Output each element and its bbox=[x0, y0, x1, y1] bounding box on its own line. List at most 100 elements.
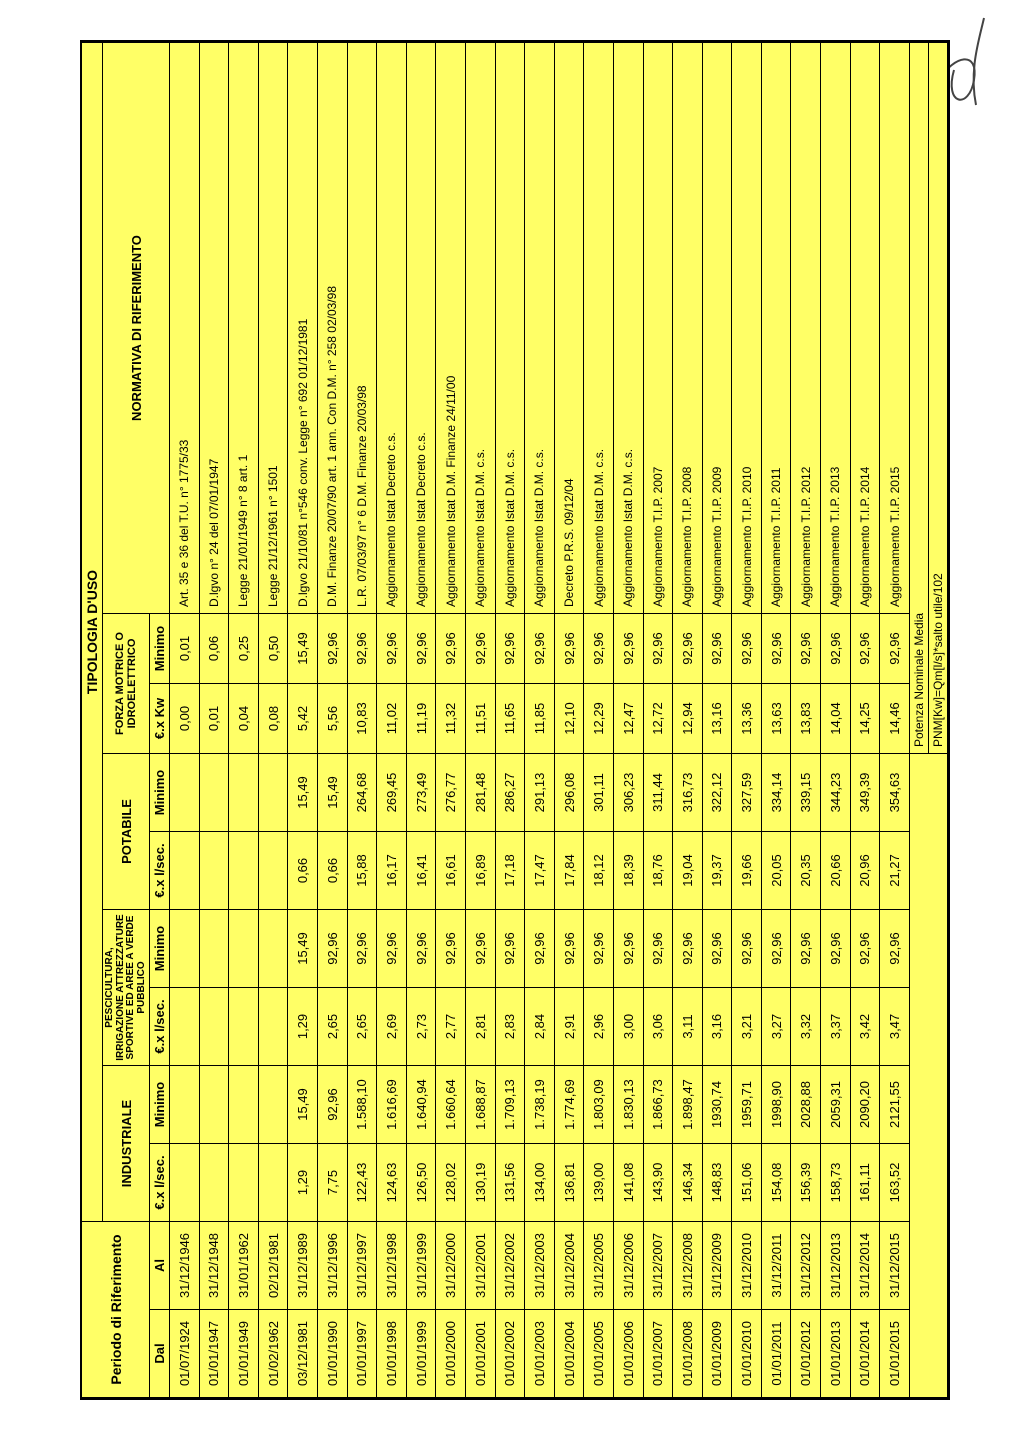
cell-ind-rate bbox=[258, 1144, 288, 1222]
cell-dal: 01/01/1949 bbox=[229, 1310, 259, 1398]
cell-pot-rate: 21,27 bbox=[880, 832, 910, 910]
cell-fm-min: 0,25 bbox=[229, 614, 259, 684]
cell-norm: Aggiornamento Istat D.M. c.s. bbox=[495, 43, 525, 614]
cell-pes-rate bbox=[199, 988, 229, 1066]
cell-al: 31/12/2011 bbox=[761, 1222, 791, 1310]
cell-al: 31/12/2008 bbox=[673, 1222, 703, 1310]
cell-pot-rate bbox=[199, 832, 229, 910]
header-fm-rate: €.x Kw bbox=[150, 684, 170, 754]
cell-ind-min: 1.830,13 bbox=[613, 1066, 643, 1144]
cell-dal: 01/01/1990 bbox=[317, 1310, 347, 1398]
cell-ind-min: 1.640,94 bbox=[406, 1066, 436, 1144]
header-pes-min: Minimo bbox=[150, 910, 170, 988]
cell-ind-min: 1.616,69 bbox=[377, 1066, 407, 1144]
cell-pes-rate bbox=[229, 988, 259, 1066]
cell-pot-rate: 18,76 bbox=[643, 832, 673, 910]
cell-norm: Aggiornamento T.I.P. 2007 bbox=[643, 43, 673, 614]
cell-al: 31/12/2005 bbox=[584, 1222, 614, 1310]
cell-ind-rate: 143,90 bbox=[643, 1144, 673, 1222]
cell-norm: Aggiornamento Istat Decreto c.s. bbox=[406, 43, 436, 614]
table-row: 01/01/194931/01/19620,040,25Legge 21/01/… bbox=[229, 43, 259, 1398]
cell-pot-rate bbox=[170, 832, 200, 910]
cell-dal: 01/01/2010 bbox=[732, 1310, 762, 1398]
cell-pes-min: 92,96 bbox=[347, 910, 377, 988]
cell-pot-min: 15,49 bbox=[317, 754, 347, 832]
cell-al: 31/12/2013 bbox=[821, 1222, 851, 1310]
cell-fm-min: 92,96 bbox=[465, 614, 495, 684]
table-row: 01/01/200831/12/2008146,341.898,473,1192… bbox=[673, 43, 703, 1398]
cell-pes-rate: 1,29 bbox=[288, 988, 318, 1066]
footer-line2: PNM[Kw]=Qm[l/s]*salto utile/102 bbox=[929, 43, 948, 754]
cell-fm-min: 92,96 bbox=[880, 614, 910, 684]
cell-norm: Art. 35 e 36 del T.U. n° 1775/33 bbox=[170, 43, 200, 614]
cell-fm-min: 0,50 bbox=[258, 614, 288, 684]
cell-ind-min bbox=[258, 1066, 288, 1144]
cell-pot-min: 334,14 bbox=[761, 754, 791, 832]
table-row: 01/01/200331/12/2003134,001.738,192,8492… bbox=[525, 43, 555, 1398]
cell-ind-min bbox=[229, 1066, 259, 1144]
cell-pot-rate bbox=[258, 832, 288, 910]
table-row: 01/01/200631/12/2006141,081.830,133,0092… bbox=[613, 43, 643, 1398]
cell-pes-min: 92,96 bbox=[850, 910, 880, 988]
cell-norm: Aggiornamento T.I.P. 2012 bbox=[791, 43, 821, 614]
cell-pot-min: 311,44 bbox=[643, 754, 673, 832]
cell-pot-rate: 19,66 bbox=[732, 832, 762, 910]
cell-pot-rate: 17,18 bbox=[495, 832, 525, 910]
cell-ind-rate bbox=[199, 1144, 229, 1222]
cell-pes-min bbox=[199, 910, 229, 988]
cell-pes-rate: 2,81 bbox=[465, 988, 495, 1066]
cell-pot-rate: 20,96 bbox=[850, 832, 880, 910]
cell-fm-min: 92,96 bbox=[436, 614, 466, 684]
cell-pot-min: 301,11 bbox=[584, 754, 614, 832]
cell-fm-min: 92,96 bbox=[791, 614, 821, 684]
cell-ind-min: 1959,71 bbox=[732, 1066, 762, 1144]
cell-pes-min bbox=[229, 910, 259, 988]
cell-pes-rate: 3,32 bbox=[791, 988, 821, 1066]
cell-dal: 01/07/1924 bbox=[170, 1310, 200, 1398]
table-row: 01/01/200031/12/2000128,021.660,642,7792… bbox=[436, 43, 466, 1398]
cell-fm-rate: 13,63 bbox=[761, 684, 791, 754]
cell-fm-min: 92,96 bbox=[495, 614, 525, 684]
cell-fm-min: 92,96 bbox=[850, 614, 880, 684]
cell-pot-rate: 16,61 bbox=[436, 832, 466, 910]
cell-ind-rate: 131,56 bbox=[495, 1144, 525, 1222]
table-row: 01/01/201431/12/2014161,112090,203,4292,… bbox=[850, 43, 880, 1398]
cell-pot-min: 296,08 bbox=[554, 754, 584, 832]
cell-pes-min: 92,96 bbox=[732, 910, 762, 988]
cell-al: 31/12/2009 bbox=[702, 1222, 732, 1310]
tariff-table-wrapper: Periodo di Riferimento TIPOLOGIA D'USO I… bbox=[80, 40, 950, 1400]
cell-ind-min: 1.588,10 bbox=[347, 1066, 377, 1144]
cell-norm: D.lgvo n° 24 del 07/01/1947 bbox=[199, 43, 229, 614]
cell-fm-min: 92,96 bbox=[821, 614, 851, 684]
cell-fm-rate: 0,01 bbox=[199, 684, 229, 754]
header-ind-min: Minimo bbox=[150, 1066, 170, 1144]
cell-dal: 01/01/2008 bbox=[673, 1310, 703, 1398]
cell-ind-min: 92,96 bbox=[317, 1066, 347, 1144]
cell-dal: 01/01/2001 bbox=[465, 1310, 495, 1398]
table-row: 01/01/199731/12/1997122,431.588,102,6592… bbox=[347, 43, 377, 1398]
cell-norm: Aggiornamento T.I.P. 2013 bbox=[821, 43, 851, 614]
cell-pot-min: 269,45 bbox=[377, 754, 407, 832]
header-pot-min: Minimo bbox=[150, 754, 170, 832]
cell-pes-min: 92,96 bbox=[880, 910, 910, 988]
cell-ind-min: 2059,31 bbox=[821, 1066, 851, 1144]
cell-pes-rate: 3,27 bbox=[761, 988, 791, 1066]
cell-norm: Aggiornamento T.I.P. 2015 bbox=[880, 43, 910, 614]
cell-dal: 01/01/2005 bbox=[584, 1310, 614, 1398]
cell-pes-rate: 2,96 bbox=[584, 988, 614, 1066]
cell-fm-min: 92,96 bbox=[584, 614, 614, 684]
cell-pot-rate: 19,37 bbox=[702, 832, 732, 910]
cell-dal: 01/01/1947 bbox=[199, 1310, 229, 1398]
cell-pes-rate: 3,00 bbox=[613, 988, 643, 1066]
cell-ind-rate: 146,34 bbox=[673, 1144, 703, 1222]
cell-al: 31/12/2006 bbox=[613, 1222, 643, 1310]
cell-fm-min: 92,96 bbox=[702, 614, 732, 684]
cell-pot-rate: 20,05 bbox=[761, 832, 791, 910]
cell-norm: Aggiornamento T.I.P. 2008 bbox=[673, 43, 703, 614]
cell-ind-rate: 154,08 bbox=[761, 1144, 791, 1222]
cell-pes-rate: 3,42 bbox=[850, 988, 880, 1066]
cell-pes-min bbox=[258, 910, 288, 988]
cell-dal: 01/01/2002 bbox=[495, 1310, 525, 1398]
cell-ind-rate: 148,83 bbox=[702, 1144, 732, 1222]
cell-ind-min: 1998,90 bbox=[761, 1066, 791, 1144]
